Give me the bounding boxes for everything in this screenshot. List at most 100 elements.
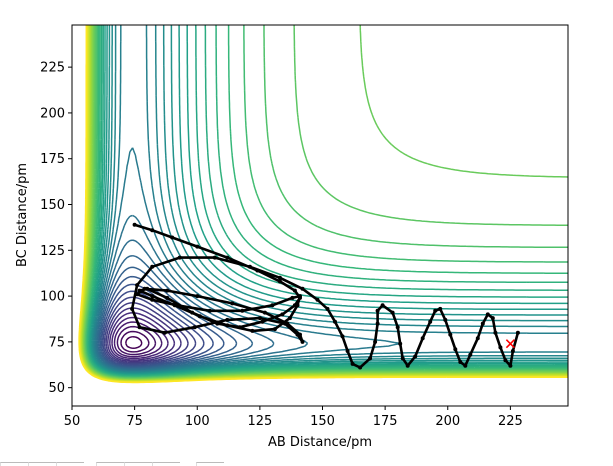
trajectory-point [287, 316, 292, 321]
trajectory-point [292, 288, 297, 293]
trajectory-point [333, 319, 337, 324]
y-tick-label: 50 [48, 381, 65, 396]
trajectory-point [510, 349, 515, 353]
contour-level-line [98, 266, 238, 369]
contour-level-line [105, 302, 189, 364]
trajectory-point [225, 317, 230, 322]
trajectory-point [162, 330, 167, 335]
trajectory-point [137, 288, 142, 293]
y-tick-label: 100 [40, 290, 65, 305]
axes-frame [71, 24, 569, 407]
trajectory-point [493, 330, 498, 335]
y-tick-label: 75 [48, 335, 65, 350]
home-button[interactable] [0, 462, 28, 466]
trajectory-point [197, 314, 202, 319]
trajectory-point [262, 310, 267, 315]
trajectory-point [373, 339, 378, 344]
trajectory-point [195, 294, 200, 299]
trajectory-point [503, 358, 508, 363]
trajectory-point [132, 222, 137, 227]
y-tick-label: 125 [40, 244, 65, 259]
end-marker-x [505, 339, 515, 349]
trajectory-point [515, 330, 520, 335]
configure-button[interactable] [152, 462, 180, 466]
pan-button[interactable] [96, 462, 124, 466]
trajectory-point [458, 360, 463, 364]
trajectory-point [380, 303, 385, 308]
trajectory-point [490, 316, 495, 321]
zoom-button[interactable] [124, 462, 152, 466]
trajectory-point [230, 301, 235, 306]
trajectory-point [135, 283, 140, 288]
trajectory-point [215, 321, 220, 326]
contour-level-line [109, 312, 176, 361]
contour-lines [78, 25, 568, 384]
trajectory-point [350, 361, 355, 366]
figure-toolbar [0, 462, 240, 466]
back-button[interactable] [28, 462, 56, 466]
trajectory-point [150, 294, 155, 299]
trajectory-point [295, 332, 300, 337]
trajectory-point [345, 349, 350, 353]
trajectory-point [150, 297, 155, 302]
x-tick-label: 150 [310, 414, 335, 429]
trajectory-point [165, 295, 170, 300]
trajectory-point [150, 264, 155, 269]
x-tick-label: 50 [64, 414, 81, 429]
y-axis-ticks: 50 75 100 125 150 175 200 225 [40, 61, 72, 396]
trajectory-point [298, 294, 302, 299]
trajectory-point [225, 323, 230, 328]
trajectory-point [277, 279, 282, 284]
trajectory-point [405, 363, 410, 368]
trajectory-point [212, 255, 217, 260]
trajectory-point [400, 356, 405, 361]
trajectory-point [420, 336, 425, 341]
trajectory-point [192, 325, 197, 330]
trajectory-point [508, 363, 513, 368]
y-tick-label: 150 [40, 198, 65, 213]
trajectory-point [300, 286, 305, 291]
trajectory-point [272, 327, 277, 332]
trajectory-point [463, 363, 468, 368]
trajectory-point [358, 365, 363, 370]
trajectory-point [135, 292, 140, 297]
trajectory-point [390, 310, 395, 315]
contour-level-line [95, 214, 309, 371]
trajectory-point [260, 319, 265, 324]
trajectory-point [375, 321, 380, 326]
trajectory-point [398, 341, 403, 346]
trajectory-point [137, 325, 142, 330]
trajectory-point [475, 336, 480, 341]
trajectory-point [448, 332, 453, 337]
x-tick-label: 75 [126, 414, 143, 429]
x-tick-label: 175 [373, 414, 398, 429]
trajectory-point [255, 268, 260, 273]
end-marker [505, 339, 515, 349]
trajectory-point [247, 264, 252, 269]
trajectory-point [375, 308, 380, 313]
x-tick-label: 125 [247, 414, 272, 429]
trajectory-point [282, 321, 287, 326]
y-tick-label: 175 [40, 152, 65, 167]
trajectory-point [443, 317, 448, 322]
trajectory-point [428, 319, 433, 324]
trajectory-point [240, 308, 245, 313]
trajectory-series [130, 222, 520, 370]
contour-level-line [125, 335, 143, 350]
x-axis-label: AB Distance/pm [268, 435, 372, 450]
y-tick-label: 200 [40, 106, 65, 121]
forward-button[interactable] [56, 462, 84, 466]
contour-level-line [111, 316, 169, 360]
trajectory-point [130, 306, 135, 311]
trajectory-point [433, 308, 438, 313]
trajectory-point [295, 303, 300, 308]
contour-level-line [120, 330, 150, 353]
trajectory-point [300, 339, 305, 344]
trajectory-point [195, 244, 200, 249]
trajectory-point [207, 308, 212, 313]
save-button[interactable] [196, 462, 224, 466]
trajectory-point [277, 275, 282, 280]
trajectory-point [270, 303, 275, 308]
trajectory-point [438, 306, 443, 311]
